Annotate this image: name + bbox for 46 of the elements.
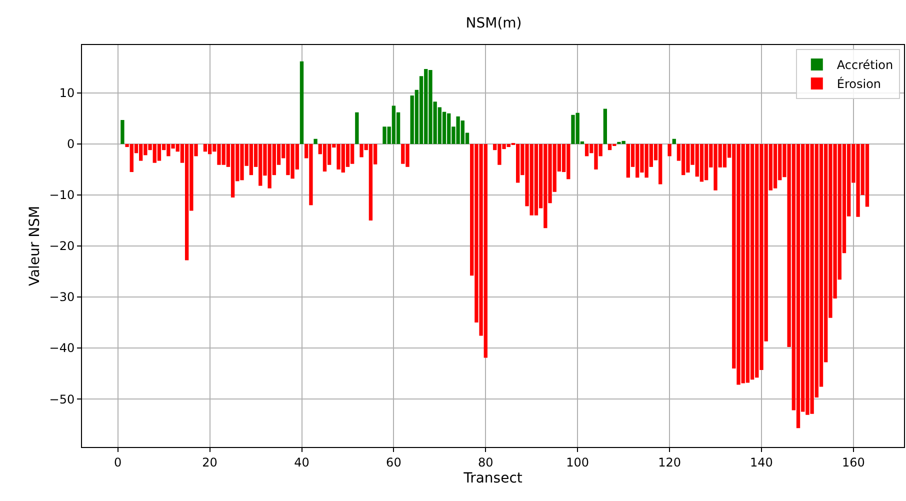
x-tick-label: 80 — [478, 455, 494, 470]
x-axis-title: Transect — [462, 470, 523, 487]
y-axis-title: Valeur NSM — [26, 206, 43, 286]
bar — [230, 144, 235, 198]
bar — [750, 144, 754, 380]
bar — [746, 144, 750, 383]
bar — [300, 61, 304, 144]
bar — [314, 138, 318, 144]
y-tick-label: −50 — [49, 392, 75, 406]
y-tick-label: −20 — [49, 239, 75, 254]
chart-title: NSM(m) — [466, 15, 522, 32]
x-tick-label: 40 — [294, 455, 310, 470]
x-tick-label: 140 — [750, 455, 773, 470]
x-tick-label: 120 — [658, 455, 681, 470]
bar — [603, 108, 608, 144]
bar — [208, 144, 212, 154]
bar — [672, 138, 676, 144]
bar — [392, 106, 396, 144]
bar — [722, 144, 727, 168]
x-tick-label: 160 — [842, 455, 865, 470]
bar — [322, 144, 327, 172]
bar — [534, 144, 538, 216]
y-tick-label: 0 — [66, 137, 75, 152]
legend-label: Accrétion — [836, 58, 894, 72]
bar — [796, 144, 800, 428]
y-tick-label: −30 — [49, 290, 75, 304]
y-tick-label: 10 — [59, 86, 75, 100]
bar — [120, 120, 124, 144]
bar — [668, 144, 672, 156]
bar — [700, 144, 704, 182]
y-tick-label: −40 — [49, 341, 75, 356]
bar — [608, 144, 612, 150]
legend-label: Érosion — [836, 76, 882, 92]
bar — [350, 144, 354, 164]
bar — [773, 144, 778, 188]
x-tick-label: 20 — [202, 455, 218, 470]
y-tick-label: −10 — [49, 188, 75, 202]
bar — [368, 144, 373, 220]
bar — [355, 112, 359, 144]
bar — [203, 144, 208, 152]
bar — [865, 144, 870, 207]
bar — [584, 144, 589, 156]
x-tick-label: 60 — [386, 455, 402, 470]
x-tick-label: 100 — [566, 455, 590, 470]
x-tick-label: 0 — [114, 455, 122, 470]
bar — [157, 144, 162, 161]
